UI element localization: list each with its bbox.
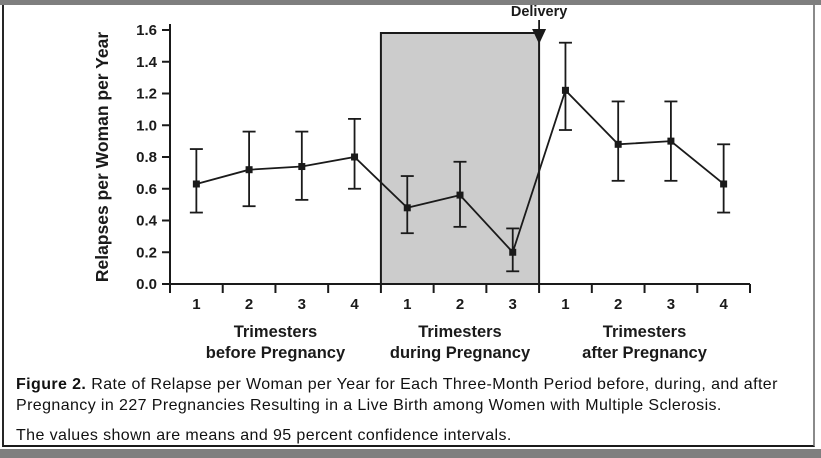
data-point-marker	[192, 180, 200, 188]
x-tick-label: 3	[509, 296, 517, 313]
group-label-line2: during Pregnancy	[390, 344, 531, 362]
group-label-line1: Trimesters	[603, 323, 686, 341]
x-tick-label: 2	[456, 296, 464, 313]
caption-note: The values shown are means and 95 percen…	[16, 427, 512, 444]
x-tick-label: 1	[192, 296, 200, 313]
y-tick-label: 0.6	[136, 181, 157, 198]
delivery-arrow-icon	[532, 29, 547, 44]
data-point-marker	[614, 140, 622, 148]
caption-line2: Pregnancy in 227 Pregnancies Resulting i…	[16, 397, 722, 414]
relapse-rate-chart: 0.0 0.2 0.4 0.6 0.8 1.0 1.2 1.4 1.6 1 2 3 4 Trimester…	[92, 4, 751, 362]
caption-sentence: Figure 2. Rate of Relapse per Woman per Y…	[16, 374, 815, 416]
x-tick-label: 1	[403, 296, 411, 313]
y-tick-label: 0.4	[136, 213, 158, 230]
data-point-marker	[509, 248, 517, 256]
data-point-marker	[561, 86, 569, 94]
x-tick-label: 2	[245, 296, 253, 313]
figure-caption: Figure 2. Rate of Relapse per Woman per Y…	[16, 374, 815, 446]
x-tick-label: 3	[667, 296, 675, 313]
x-tick-label: 2	[614, 296, 622, 313]
y-axis-title: Relapses per Woman per Year	[92, 32, 112, 282]
data-point-marker	[351, 153, 359, 161]
x-tick-label: 1	[561, 296, 569, 313]
y-tick-label: 1.4	[136, 54, 158, 71]
y-tick-label: 0.0	[136, 276, 157, 293]
data-point-marker	[298, 163, 306, 171]
top-gray-bar	[0, 0, 821, 5]
data-point-marker	[456, 191, 464, 199]
data-point-marker	[720, 180, 728, 188]
group-label-line1: Trimesters	[234, 323, 317, 341]
data-point-marker	[667, 137, 675, 145]
x-tick-label: 4	[719, 296, 728, 313]
y-tick-label: 0.8	[136, 149, 157, 166]
group-label-line1: Trimesters	[418, 323, 501, 341]
caption-line1: Rate of Relapse per Woman per Year for E…	[91, 376, 778, 393]
bottom-gray-bar	[0, 449, 821, 458]
delivery-annotation-label: Delivery	[511, 4, 567, 20]
x-tick-label: 4	[350, 296, 359, 313]
data-point-marker	[403, 204, 411, 212]
data-point-marker	[245, 166, 253, 174]
group-label-line2: after Pregnancy	[582, 344, 708, 362]
y-tick-label: 0.2	[136, 244, 157, 261]
x-tick-label: 3	[298, 296, 306, 313]
caption-figure-label: Figure 2.	[16, 376, 87, 393]
y-tick-label: 1.2	[136, 86, 157, 103]
y-tick-label: 1.0	[136, 117, 157, 134]
y-tick-label: 1.6	[136, 22, 157, 39]
group-label-line2: before Pregnancy	[206, 344, 346, 362]
